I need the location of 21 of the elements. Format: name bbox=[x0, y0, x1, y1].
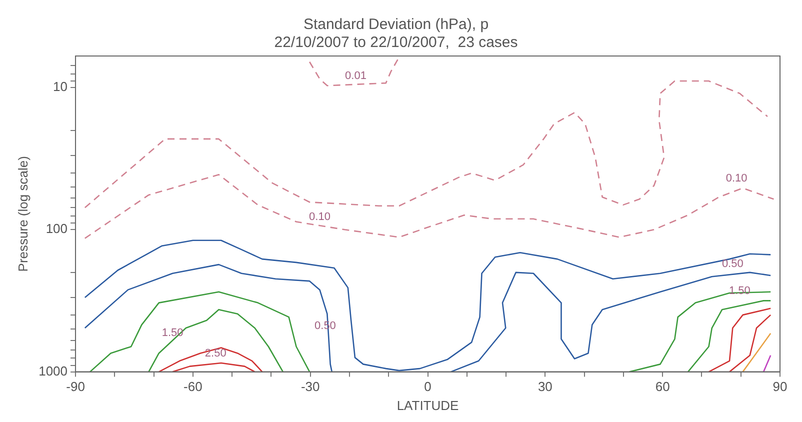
y-axis-title: Pressure (log scale) bbox=[15, 156, 30, 272]
y-tick-label: 1000 bbox=[38, 363, 68, 378]
x-tick-label: -60 bbox=[184, 379, 202, 394]
line-series bbox=[84, 174, 774, 239]
x-tick-label: 90 bbox=[772, 379, 788, 394]
chart-subtitle: 22/10/2007 to 22/10/2007, 23 cases bbox=[274, 34, 518, 52]
annotation: 0.10 bbox=[726, 172, 748, 185]
chart-title: Standard Deviation (hPa), p bbox=[303, 16, 489, 34]
x-tick-label: 0 bbox=[424, 379, 432, 394]
y-tick-label: 100 bbox=[46, 221, 68, 236]
x-tick-label: -30 bbox=[300, 379, 320, 394]
annotation: 0.50 bbox=[722, 258, 744, 270]
line-series bbox=[84, 80, 768, 208]
x-axis-title: LATITUDE bbox=[396, 398, 460, 413]
annotation: 0.10 bbox=[309, 211, 330, 224]
x-tick-label: 30 bbox=[538, 379, 552, 394]
annotation: 2.50 bbox=[204, 348, 226, 360]
annotation: 0.01 bbox=[345, 70, 366, 82]
x-tick-label: -90 bbox=[66, 379, 85, 394]
y-tick-label: 10 bbox=[53, 79, 68, 94]
x-tick-label: 60 bbox=[655, 379, 670, 394]
